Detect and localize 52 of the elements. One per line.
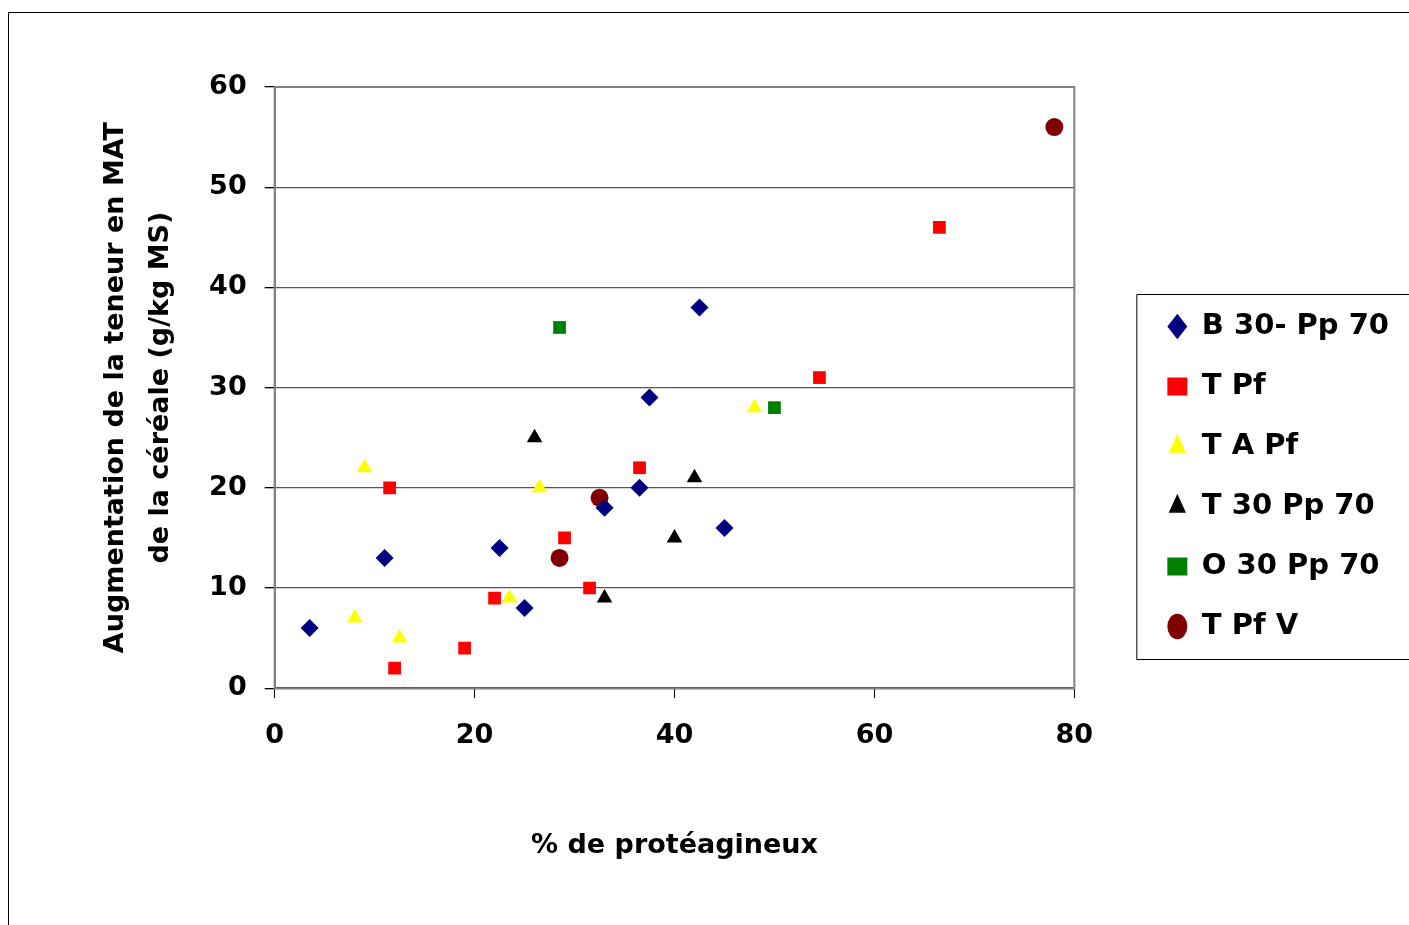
point (746, 398, 763, 413)
x-tick-label: 80 (1055, 718, 1094, 750)
point (633, 461, 646, 475)
point (356, 458, 373, 473)
point (558, 531, 571, 545)
legend-label: T 30 Pp 70 (1201, 487, 1375, 522)
point (690, 298, 709, 317)
point (553, 321, 566, 334)
point (768, 401, 781, 414)
point (375, 548, 394, 567)
point (550, 548, 569, 567)
point (596, 589, 613, 603)
point (595, 498, 614, 517)
x-tick-label: 0 (265, 718, 285, 750)
y-tick-label: 30 (209, 369, 247, 401)
point (488, 591, 501, 605)
point (531, 478, 548, 493)
point (383, 481, 396, 495)
point (526, 428, 543, 443)
y-tick-label: 0 (227, 670, 247, 702)
point (515, 599, 534, 618)
y-tick-label: 20 (209, 469, 247, 501)
point (640, 388, 659, 407)
point (630, 478, 649, 497)
x-tick-label: 20 (455, 718, 494, 750)
y-axis-title: Augmentation de la teneur en MAT de la céréale (g/kg MS) (98, 121, 174, 654)
point (1045, 118, 1064, 137)
y-tick-label: 50 (209, 169, 247, 201)
point (813, 371, 826, 384)
y-tick-label: 40 (209, 269, 247, 301)
legend-label: B 30- Pp 70 (1201, 307, 1389, 342)
x-axis-title: % de protéagineux (531, 827, 818, 859)
point (458, 641, 471, 655)
point (490, 538, 509, 557)
point (933, 220, 946, 234)
point (346, 609, 363, 623)
y-tick-label: 60 (209, 69, 247, 101)
y-tick-label: 10 (209, 570, 247, 602)
point (583, 581, 596, 595)
point (501, 589, 518, 603)
x-tick-label: 60 (855, 718, 894, 750)
point (391, 629, 408, 643)
point (388, 661, 401, 675)
legend-label: T Pf V (1201, 607, 1299, 642)
point (300, 619, 319, 638)
legend-label: T A Pf (1201, 427, 1299, 462)
point (666, 528, 683, 543)
point (686, 468, 703, 483)
legend-label: O 30 Pp 70 (1201, 547, 1380, 582)
legend-label: T Pf (1201, 367, 1266, 402)
point (715, 518, 734, 537)
x-tick-label: 40 (655, 718, 694, 750)
